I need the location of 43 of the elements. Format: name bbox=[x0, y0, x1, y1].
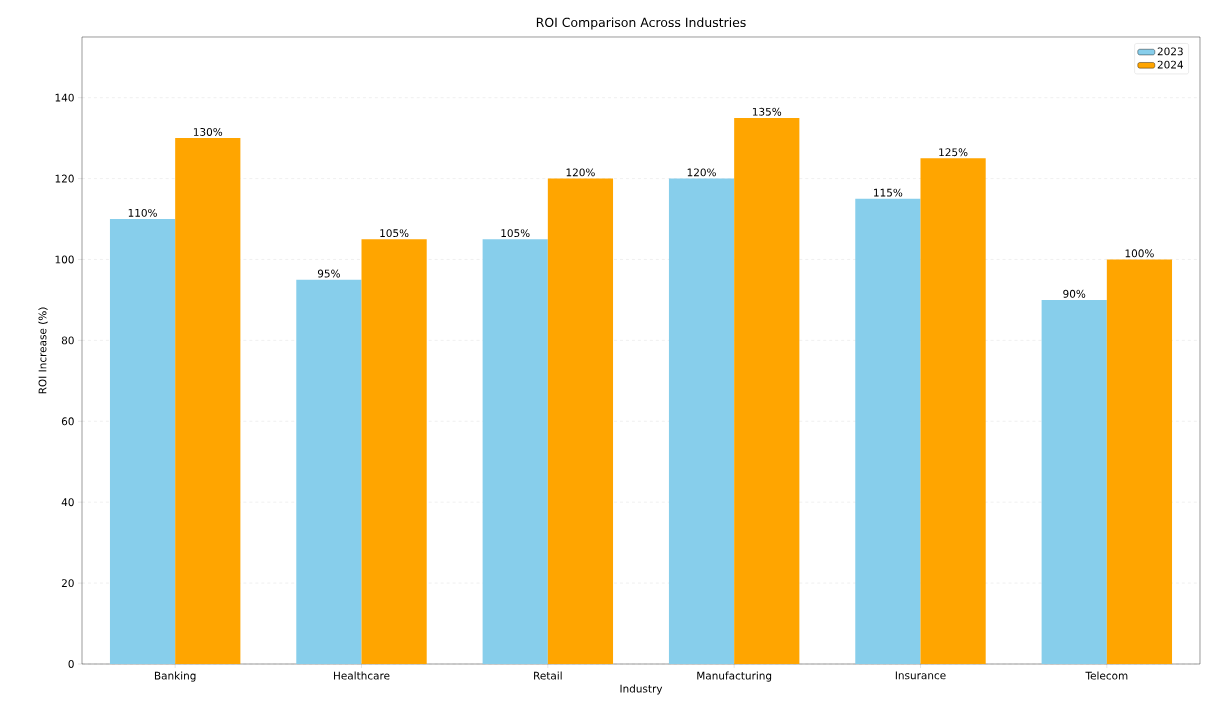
y-tick-label: 80 bbox=[61, 336, 74, 345]
y-tick-label: 20 bbox=[61, 579, 74, 588]
bar bbox=[920, 158, 986, 664]
data-label: 95% bbox=[317, 269, 340, 278]
data-label: 130% bbox=[193, 128, 223, 136]
bar bbox=[1106, 259, 1173, 664]
data-label: 105% bbox=[501, 229, 530, 238]
x-axis-title: Industry bbox=[620, 684, 663, 695]
bar bbox=[547, 178, 614, 664]
y-tick-label: 100 bbox=[55, 255, 74, 264]
bar bbox=[175, 138, 241, 664]
chart-title: ROI Comparison Across Industries bbox=[536, 17, 746, 30]
data-label: 100% bbox=[1125, 249, 1154, 258]
data-label: 105% bbox=[380, 229, 409, 238]
x-tick-label: Insurance bbox=[895, 671, 946, 680]
data-label: 90% bbox=[1063, 289, 1086, 298]
data-label: 120% bbox=[687, 168, 716, 177]
bar bbox=[855, 198, 921, 664]
y-tick-label: 120 bbox=[55, 174, 74, 183]
bar bbox=[482, 239, 548, 664]
bar bbox=[361, 239, 427, 664]
x-tick-label: Retail bbox=[534, 671, 562, 680]
bar bbox=[109, 219, 176, 664]
x-tick-label: Manufacturing bbox=[697, 671, 772, 682]
y-tick-label: 40 bbox=[61, 498, 74, 507]
bar bbox=[1041, 299, 1107, 664]
legend-label: 2023 bbox=[1157, 47, 1183, 56]
y-tick-label: 60 bbox=[61, 417, 74, 426]
x-tick-label: Healthcare bbox=[334, 671, 390, 680]
data-label: 110% bbox=[128, 208, 157, 217]
x-tick-label: Banking bbox=[154, 671, 196, 682]
x-tick-label: Telecom bbox=[1085, 671, 1128, 680]
bar bbox=[668, 178, 735, 664]
y-tick-label: 140 bbox=[55, 93, 74, 102]
legend-label: 2024 bbox=[1157, 60, 1184, 69]
y-tick-label: 0 bbox=[68, 660, 74, 668]
data-label: 135% bbox=[752, 107, 782, 116]
y-axis-title: ROI Increase (%) bbox=[38, 307, 48, 394]
bar bbox=[296, 279, 362, 664]
data-label: 125% bbox=[939, 148, 968, 157]
data-label: 120% bbox=[566, 168, 595, 177]
bar bbox=[734, 117, 800, 664]
data-label: 115% bbox=[874, 188, 903, 197]
